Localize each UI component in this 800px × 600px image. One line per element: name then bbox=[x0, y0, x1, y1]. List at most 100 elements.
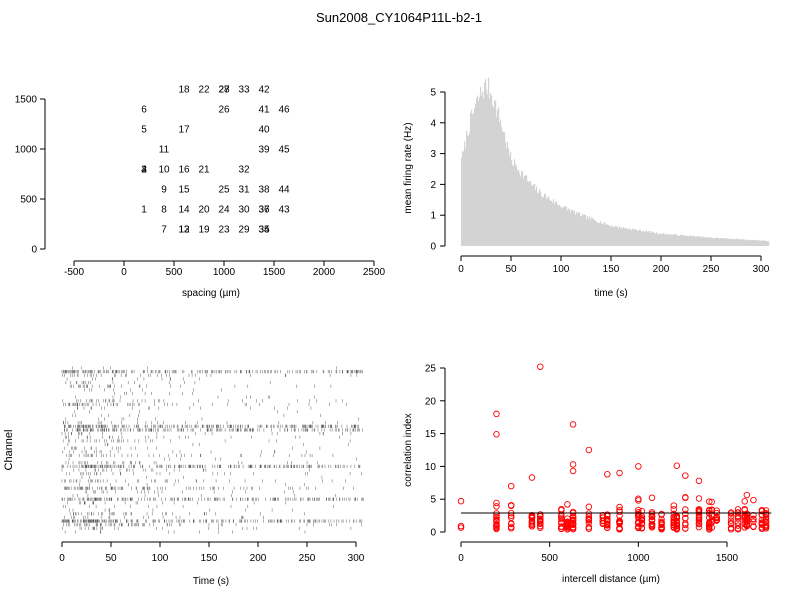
correlation-point bbox=[638, 517, 646, 524]
firing-rate-bar bbox=[535, 189, 537, 246]
x-tick-label: 100 bbox=[553, 264, 570, 275]
correlation-point bbox=[537, 520, 544, 527]
firing-rate-bar bbox=[590, 219, 592, 246]
correlation-point bbox=[673, 514, 681, 522]
firing-rate-bar bbox=[476, 97, 478, 246]
electrode-label: 33 bbox=[238, 85, 250, 96]
correlation-point bbox=[616, 508, 623, 515]
x-tick-label: 200 bbox=[250, 553, 267, 564]
firing-rate-bar bbox=[700, 237, 702, 246]
correlation-point bbox=[682, 506, 689, 513]
firing-rate-bar bbox=[747, 239, 749, 246]
firing-rate-bar bbox=[614, 227, 616, 246]
correlation-point bbox=[537, 516, 544, 524]
firing-rate-bar bbox=[466, 130, 468, 246]
firing-rate-bar bbox=[520, 176, 522, 246]
firing-rate-bar bbox=[488, 77, 490, 246]
firing-rate-bar bbox=[634, 229, 636, 246]
correlation-point bbox=[507, 502, 515, 510]
firing-rate-bar bbox=[587, 216, 589, 246]
correlation-point bbox=[616, 503, 623, 511]
correlation-point bbox=[493, 499, 500, 507]
firing-rate-bar bbox=[584, 214, 586, 246]
correlation-point bbox=[762, 522, 770, 530]
firing-rate-bar bbox=[564, 206, 566, 246]
firing-rate-bar bbox=[741, 239, 743, 246]
firing-rate-bar bbox=[674, 234, 676, 246]
x-tick-label: 2000 bbox=[313, 267, 336, 278]
firing-rate-bar bbox=[478, 100, 480, 247]
firing-rate-bar bbox=[683, 235, 685, 246]
firing-rate-bar bbox=[608, 225, 610, 246]
firing-rate-panel: 0 50 100 150 200 250 300 0 1 2 3 4 5 time (s) mean f… bbox=[403, 77, 770, 299]
correlation-point bbox=[750, 511, 757, 519]
electrode-label: 13 bbox=[178, 225, 190, 236]
spike-train-channel bbox=[72, 366, 337, 370]
firing-rate-bar bbox=[657, 233, 659, 246]
correlation-point bbox=[537, 363, 544, 370]
firing-rate-bar bbox=[507, 141, 509, 246]
correlation-point bbox=[528, 474, 536, 481]
firing-rate-bar bbox=[682, 234, 684, 246]
correlation-point bbox=[750, 523, 757, 530]
firing-rate-bar bbox=[598, 223, 600, 246]
firing-rate-bar bbox=[508, 148, 510, 246]
spike-train-channel bbox=[62, 504, 334, 509]
correlation-point bbox=[743, 513, 751, 521]
firing-rate-bar bbox=[596, 221, 598, 246]
firing-rate-bar bbox=[562, 207, 564, 246]
firing-rate-bar bbox=[724, 238, 726, 246]
firing-rate-bar bbox=[713, 238, 715, 246]
spike-train-channel bbox=[72, 493, 336, 498]
firing-rate-bar bbox=[484, 82, 486, 246]
firing-rate-axes: 0 50 100 150 200 250 300 0 1 2 3 4 5 bbox=[430, 88, 769, 276]
firing-rate-bar bbox=[689, 235, 691, 246]
firing-rate-bar bbox=[754, 240, 756, 246]
firing-rate-bar bbox=[462, 150, 464, 246]
correlation-point bbox=[734, 509, 742, 516]
firing-rate-bar bbox=[617, 227, 619, 246]
firing-rate-bar bbox=[519, 173, 521, 246]
correlation-point bbox=[457, 497, 465, 505]
correlation-point bbox=[695, 509, 703, 516]
x-tick-label: 500 bbox=[166, 267, 183, 278]
firing-rate-bar bbox=[597, 222, 599, 246]
firing-rate-bar bbox=[561, 208, 563, 246]
firing-rate-bar bbox=[625, 227, 627, 246]
correlation-point bbox=[727, 520, 735, 528]
correlation-point bbox=[638, 507, 646, 515]
firing-rate-bar bbox=[601, 223, 603, 246]
firing-rate-bar bbox=[672, 234, 674, 246]
firing-rate-ylabel: mean firing rate (Hz) bbox=[403, 122, 414, 213]
firing-rate-bar bbox=[750, 239, 752, 246]
correlation-point bbox=[695, 520, 703, 528]
correlation-point bbox=[706, 498, 713, 505]
firing-rate-bar bbox=[735, 239, 737, 246]
firing-rate-bar bbox=[565, 206, 567, 246]
firing-rate-bar bbox=[753, 239, 755, 246]
electrode-label: 35 bbox=[258, 225, 270, 236]
correlation-point bbox=[682, 510, 689, 518]
firing-rate-bar bbox=[756, 240, 758, 246]
firing-rate-bar bbox=[626, 228, 628, 246]
correlation-point bbox=[493, 503, 500, 510]
spike-train-channel bbox=[75, 395, 316, 399]
correlation-point bbox=[585, 516, 593, 523]
firing-rate-bar bbox=[495, 100, 497, 247]
firing-rate-bar bbox=[619, 226, 621, 246]
correlation-point bbox=[673, 522, 681, 529]
y-tick-label: 1 bbox=[430, 211, 436, 222]
firing-rate-bar bbox=[600, 221, 602, 246]
firing-rate-bar bbox=[623, 227, 625, 246]
firing-rate-bar bbox=[552, 202, 554, 246]
electrode-layout-axes: -500 0 500 1000 1500 2000 2500 0 500 1000 1500 bbox=[15, 95, 386, 279]
firing-rate-bar bbox=[572, 209, 574, 246]
firing-rate-bar bbox=[602, 223, 604, 246]
correlation-point bbox=[585, 513, 593, 520]
firing-rate-bar bbox=[761, 240, 763, 246]
firing-rate-bar bbox=[612, 226, 614, 246]
firing-rate-bar bbox=[618, 228, 620, 246]
electrode-label: 42 bbox=[258, 85, 270, 96]
correlation-point bbox=[727, 513, 735, 520]
electrode-label: 10 bbox=[158, 165, 170, 176]
